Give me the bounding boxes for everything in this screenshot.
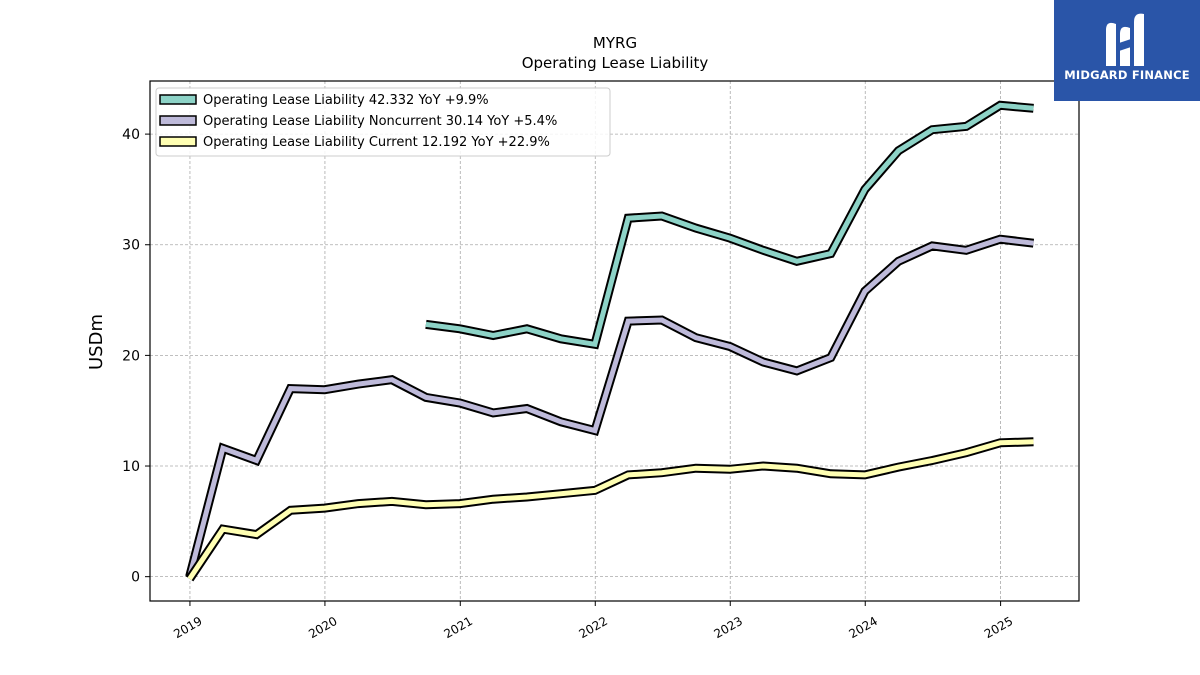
x-tick-label-0: 2019 [171, 614, 204, 641]
legend-label-2: Operating Lease Liability Current 12.192… [203, 135, 550, 150]
y-tick-label-4: 40 [122, 127, 140, 143]
y-tick-label-0: 0 [131, 570, 140, 586]
y-tick-label-3: 30 [122, 238, 140, 254]
grid [150, 81, 1079, 601]
y-tick-label-2: 20 [122, 348, 140, 364]
legend-box [155, 87, 611, 157]
y-axis-label: USDm [86, 314, 107, 370]
x-tick-label-3: 2022 [577, 614, 610, 641]
chart-subtitle: Operating Lease Liability [522, 54, 709, 72]
legend: Operating Lease Liability 42.332 YoY +9.… [155, 87, 611, 157]
legend-label-1: Operating Lease Liability Noncurrent 30.… [203, 114, 557, 129]
midgard-logo-icon [1106, 13, 1144, 66]
plot-frame [149, 80, 1080, 602]
x-tick-label-6: 2025 [982, 614, 1015, 641]
legend-swatch-1 [159, 115, 197, 126]
legend-swatch-2 [159, 136, 197, 147]
x-tick-label-5: 2024 [847, 614, 880, 641]
x-tick-label-4: 2023 [712, 614, 745, 641]
brand-logo: MIDGARD FINANCE [1054, 0, 1200, 101]
legend-swatch-0 [159, 94, 197, 105]
series-line-0 [425, 102, 1034, 348]
series-line-2 [187, 439, 1034, 581]
x-ticks: 2019 2020 2021 2022 2023 2024 2025 [171, 601, 1015, 641]
series-line-1 [187, 236, 1034, 578]
y-tick-label-1: 10 [122, 459, 140, 475]
y-ticks: 0 10 20 30 40 [122, 127, 150, 586]
legend-label-0: Operating Lease Liability 42.332 YoY +9.… [203, 93, 489, 108]
brand-name: MIDGARD FINANCE [1064, 68, 1190, 82]
x-tick-label-2: 2021 [442, 614, 475, 641]
series-group [185, 100, 1035, 582]
chart-title: MYRG [593, 34, 637, 52]
x-tick-label-1: 2020 [306, 614, 339, 641]
